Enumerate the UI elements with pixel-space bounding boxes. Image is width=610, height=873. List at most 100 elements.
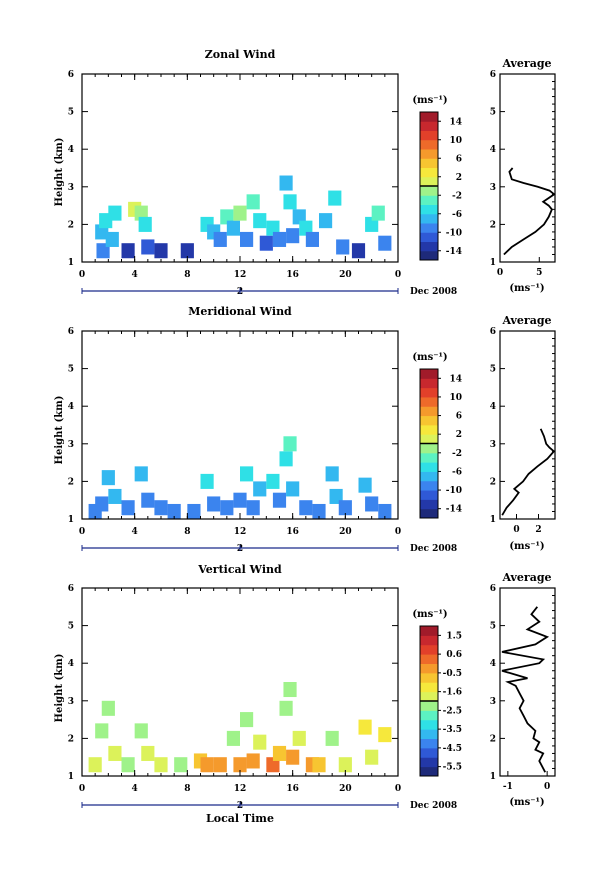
colorbar-segment (420, 406, 438, 417)
colorbar-segment (420, 223, 438, 233)
zonal-wind-title: Zonal Wind (205, 48, 276, 61)
avg-frame (499, 330, 556, 520)
heatmap-cell (283, 436, 297, 452)
heatmap-cell (141, 492, 155, 508)
colorbar-segment (420, 635, 438, 646)
meridional-wind-date-label: Dec 2008 (410, 544, 457, 554)
colorbar-segment (420, 508, 438, 519)
colorbar-segment (420, 232, 438, 242)
heatmap-cell (378, 503, 392, 519)
colorbar-segment (420, 434, 438, 444)
y-tick-label: 4 (68, 145, 74, 155)
vertical-wind-colorbar-unit: (ms⁻¹) (412, 609, 447, 620)
colorbar-segment (420, 471, 438, 482)
x-tick-label: 0 (79, 270, 85, 280)
heatmap-cell (200, 757, 214, 773)
vertical-wind-title: Vertical Wind (197, 563, 282, 576)
colorbar-segment (420, 757, 438, 768)
x-tick-label: 8 (184, 527, 190, 537)
heatmap-cell (101, 470, 115, 486)
heatmap-cell (283, 194, 297, 210)
colorbar-segment (420, 747, 438, 758)
heatmap-cell (286, 481, 300, 497)
heatmap-cell (272, 745, 287, 761)
heatmap-cell (240, 231, 254, 247)
heatmap-cell (246, 500, 260, 516)
heatmap-cell (365, 496, 379, 512)
x-tick-label: 0 (395, 527, 401, 537)
heatmap-cell (286, 749, 300, 765)
heatmap-cell (141, 239, 155, 255)
colorbar-segment (420, 719, 438, 730)
plot-frame (81, 330, 399, 520)
avg-y-tick-label: 3 (490, 183, 496, 193)
heatmap-cell (134, 723, 148, 739)
heatmap-cell (279, 175, 293, 191)
colorbar-segment (420, 443, 438, 454)
avg-y-tick-label: 5 (490, 365, 496, 375)
heatmap-cell (108, 745, 122, 761)
heatmap-cell (121, 757, 135, 773)
vertical-wind-ylabel: Height (km) (54, 654, 65, 723)
colorbar-tick-label: -2 (452, 449, 462, 459)
x-tick-label: 16 (286, 527, 299, 537)
colorbar-segment (420, 139, 438, 150)
avg-y-tick-label: 1 (490, 772, 496, 782)
heatmap-cell (213, 757, 227, 773)
heatmap-cell (108, 205, 122, 221)
y-tick-label: 1 (68, 515, 74, 525)
colorbar-segment (420, 710, 438, 721)
colorbar-tick-label: -2.5 (443, 706, 462, 716)
colorbar-segment (420, 644, 438, 655)
colorbar-tick-label: 2 (456, 173, 462, 183)
x-tick-label: 12 (234, 270, 247, 280)
heatmap-cell (312, 503, 326, 519)
heatmap-cell (95, 496, 109, 512)
heatmap-cell (351, 243, 366, 259)
heatmap-cell (365, 749, 379, 765)
colorbar-segment (420, 663, 438, 674)
heatmap-cell (312, 757, 326, 773)
colorbar-segment (420, 691, 438, 702)
heatmap-cell (253, 734, 267, 750)
meridional-wind-title: Meridional Wind (188, 305, 292, 318)
colorbar-tick-label: -5.5 (443, 763, 462, 773)
heatmap-cell (279, 451, 293, 467)
colorbar-segment (420, 176, 438, 187)
heatmap-cell (187, 503, 201, 519)
vertical-wind-avg-title: Average (501, 571, 551, 584)
colorbar-tick-label: -6 (452, 467, 462, 477)
heatmap-cell (283, 682, 297, 698)
colorbar-tick-label: -6 (452, 210, 462, 220)
heatmap-cell (108, 488, 122, 504)
heatmap-cell (299, 500, 313, 516)
colorbar-segment (420, 682, 438, 693)
colorbar-segment (420, 112, 438, 122)
colorbar-tick-label: -14 (446, 247, 462, 257)
zonal-wind-ylabel: Height (km) (54, 138, 65, 207)
colorbar-segment (420, 378, 438, 389)
y-tick-label: 3 (68, 183, 74, 193)
heatmap-cell (253, 213, 267, 229)
heatmap-cell (246, 194, 260, 210)
colorbar-segment (420, 415, 438, 426)
y-tick-label: 5 (68, 365, 74, 375)
x-tick-label: 4 (132, 270, 138, 280)
y-tick-label: 3 (68, 440, 74, 450)
x-tick-label: 4 (132, 527, 138, 537)
y-tick-label: 6 (68, 70, 74, 80)
colorbar-tick-label: -14 (446, 505, 462, 515)
x-tick-label: 8 (184, 270, 190, 280)
zonal-wind-panel: Zonal Wind Height (km) (ms⁻¹) Average (m… (54, 48, 552, 297)
heatmap-cell (207, 496, 221, 512)
zonal-wind-avg-unit: (ms⁻¹) (509, 283, 544, 294)
heatmap-cell (378, 235, 392, 251)
heatmap-cell (105, 231, 119, 247)
colorbar-segment (420, 626, 438, 636)
avg-profile-line (501, 606, 550, 773)
y-tick-label: 6 (68, 327, 74, 337)
colorbar-segment (420, 701, 438, 711)
